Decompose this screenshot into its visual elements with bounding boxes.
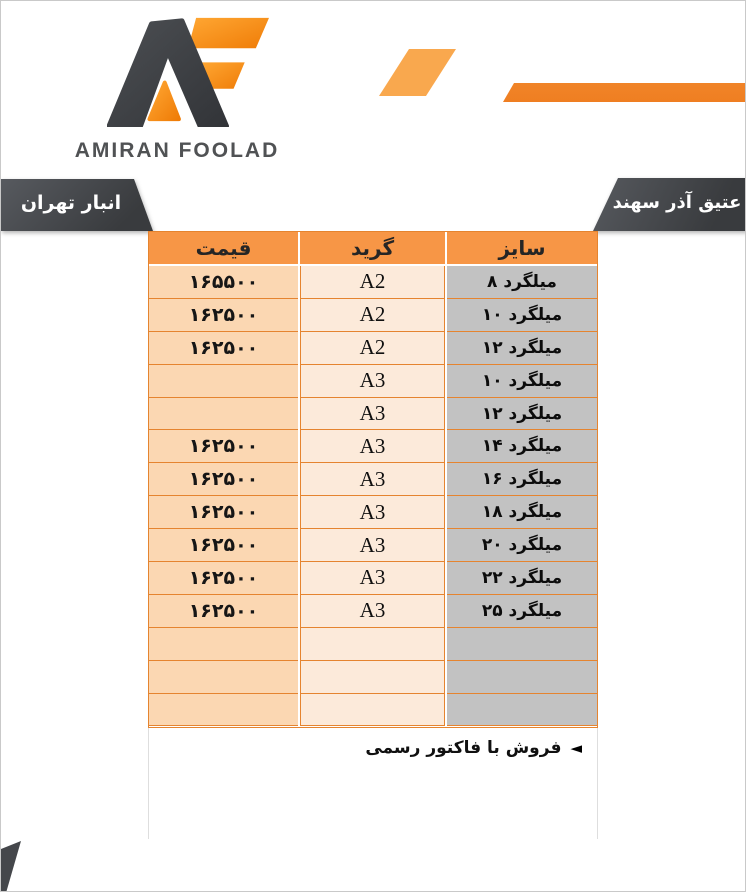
table-row: ۱۶۲۵۰۰ A3 میلگرد ۱۴ bbox=[149, 430, 597, 464]
date-orange-strip bbox=[503, 83, 745, 102]
price-cell bbox=[149, 397, 298, 431]
header-size: سایز bbox=[447, 232, 597, 264]
size-cell: میلگرد ۱۰ bbox=[447, 298, 597, 332]
size-cell bbox=[447, 693, 597, 727]
warehouse-banner-shape bbox=[1, 179, 153, 231]
header-price: قیمت bbox=[149, 232, 298, 264]
table-row: ۱۶۲۵۰۰ A3 میلگرد ۱۶ bbox=[149, 463, 597, 497]
table-row: ۱۶۵۵۰۰ A2 میلگرد ۸ bbox=[149, 266, 597, 299]
size-cell: میلگرد ۱۲ bbox=[447, 397, 597, 431]
table-row: ۱۶۲۵۰۰ A3 میلگرد ۱۸ bbox=[149, 496, 597, 530]
footer: AmiranFoolad.ir 021-35072 bbox=[1, 839, 745, 891]
size-cell bbox=[447, 627, 597, 661]
price-cell bbox=[149, 364, 298, 398]
price-cell: ۱۶۲۵۰۰ bbox=[149, 594, 298, 628]
grade-cell bbox=[300, 693, 445, 727]
price-cell: ۱۶۲۵۰۰ bbox=[149, 430, 298, 464]
table-row: ۱۶۲۵۰۰ A3 میلگرد ۲۲ bbox=[149, 562, 597, 595]
brand-logo: AMIRAN FOOLAD bbox=[63, 13, 291, 165]
price-cell bbox=[149, 660, 298, 694]
grade-cell: A3 bbox=[300, 397, 445, 431]
table-row bbox=[149, 693, 597, 727]
grade-cell bbox=[300, 660, 445, 694]
grade-cell: A2 bbox=[300, 331, 445, 365]
size-cell bbox=[447, 660, 597, 694]
supplier-banner-shape bbox=[593, 178, 745, 231]
footer-phone: 021-35072 bbox=[491, 850, 621, 880]
price-cell: ۱۶۲۵۰۰ bbox=[149, 496, 298, 530]
size-cell: میلگرد ۲۲ bbox=[447, 562, 597, 595]
price-table: قیمت گرید سایز ۱۶۵۵۰۰ A2 میلگرد ۸ ۱۶۲۵۰۰… bbox=[148, 231, 598, 728]
price-cell: ۱۶۲۵۰۰ bbox=[149, 529, 298, 563]
price-cell: ۱۶۲۵۰۰ bbox=[149, 463, 298, 497]
table-row: ۱۶۲۵۰۰ A3 میلگرد ۲۰ bbox=[149, 529, 597, 563]
right-column-rule bbox=[597, 728, 598, 839]
grade-cell: A3 bbox=[300, 430, 445, 464]
date-day-label: ۱۸ آبان bbox=[606, 37, 694, 66]
left-column-rule bbox=[148, 728, 149, 839]
footer-website: AmiranFoolad.ir bbox=[95, 850, 303, 880]
brand-name: AMIRAN FOOLAD bbox=[74, 139, 280, 162]
table-body: ۱۶۵۵۰۰ A2 میلگرد ۸ ۱۶۲۵۰۰ A2 میلگرد ۱۰ ۱… bbox=[149, 266, 597, 727]
price-cell: ۱۶۲۵۰۰ bbox=[149, 331, 298, 365]
grade-cell: A3 bbox=[300, 496, 445, 530]
price-cell: ۱۶۲۵۰۰ bbox=[149, 562, 298, 595]
size-cell: میلگرد ۸ bbox=[447, 266, 597, 299]
triangle-bullet-icon: ◄ bbox=[570, 738, 582, 757]
table-header-row: قیمت گرید سایز bbox=[149, 232, 597, 264]
warehouse-banner: انبار تهران bbox=[1, 179, 157, 231]
official-invoice-note: ◄ فروش با فاکتور رسمی bbox=[365, 734, 582, 762]
warehouse-banner-label: انبار تهران bbox=[20, 192, 122, 214]
size-cell: میلگرد ۱۸ bbox=[447, 496, 597, 530]
grade-cell: A2 bbox=[300, 298, 445, 332]
table-row bbox=[149, 660, 597, 694]
table-row bbox=[149, 627, 597, 661]
date-band: ۱۸ آبان ۱۴۰۱ bbox=[371, 25, 745, 110]
af-monogram-icon bbox=[107, 17, 269, 127]
grade-cell: A3 bbox=[300, 529, 445, 563]
price-cell bbox=[149, 627, 298, 661]
grade-cell bbox=[300, 627, 445, 661]
table-row: ۱۶۲۵۰۰ A3 میلگرد ۲۵ bbox=[149, 594, 597, 628]
note-text: فروش با فاکتور رسمی bbox=[365, 738, 562, 758]
size-cell: میلگرد ۲۰ bbox=[447, 529, 597, 563]
price-cell: ۱۶۲۵۰۰ bbox=[149, 298, 298, 332]
price-cell: ۱۶۵۵۰۰ bbox=[149, 266, 298, 299]
size-cell: میلگرد ۱۲ bbox=[447, 331, 597, 365]
supplier-banner: عتیق آذر سهند bbox=[591, 178, 745, 231]
size-cell: میلگرد ۱۴ bbox=[447, 430, 597, 464]
table-row: ۱۶۲۵۰۰ A2 میلگرد ۱۲ bbox=[149, 331, 597, 365]
header-grade: گرید bbox=[300, 232, 445, 264]
price-cell bbox=[149, 693, 298, 727]
grade-cell: A3 bbox=[300, 562, 445, 595]
size-cell: میلگرد ۲۵ bbox=[447, 594, 597, 628]
table-row: ۱۶۲۵۰۰ A2 میلگرد ۱۰ bbox=[149, 298, 597, 332]
grade-cell: A3 bbox=[300, 463, 445, 497]
grade-cell: A3 bbox=[300, 364, 445, 398]
size-cell: میلگرد ۱۶ bbox=[447, 463, 597, 497]
grade-cell: A3 bbox=[300, 594, 445, 628]
supplier-banner-label: عتیق آذر سهند bbox=[612, 192, 742, 213]
table-row: A3 میلگرد ۱۰ bbox=[149, 364, 597, 398]
table-row: A3 میلگرد ۱۲ bbox=[149, 397, 597, 431]
grade-cell: A2 bbox=[300, 266, 445, 299]
size-cell: میلگرد ۱۰ bbox=[447, 364, 597, 398]
